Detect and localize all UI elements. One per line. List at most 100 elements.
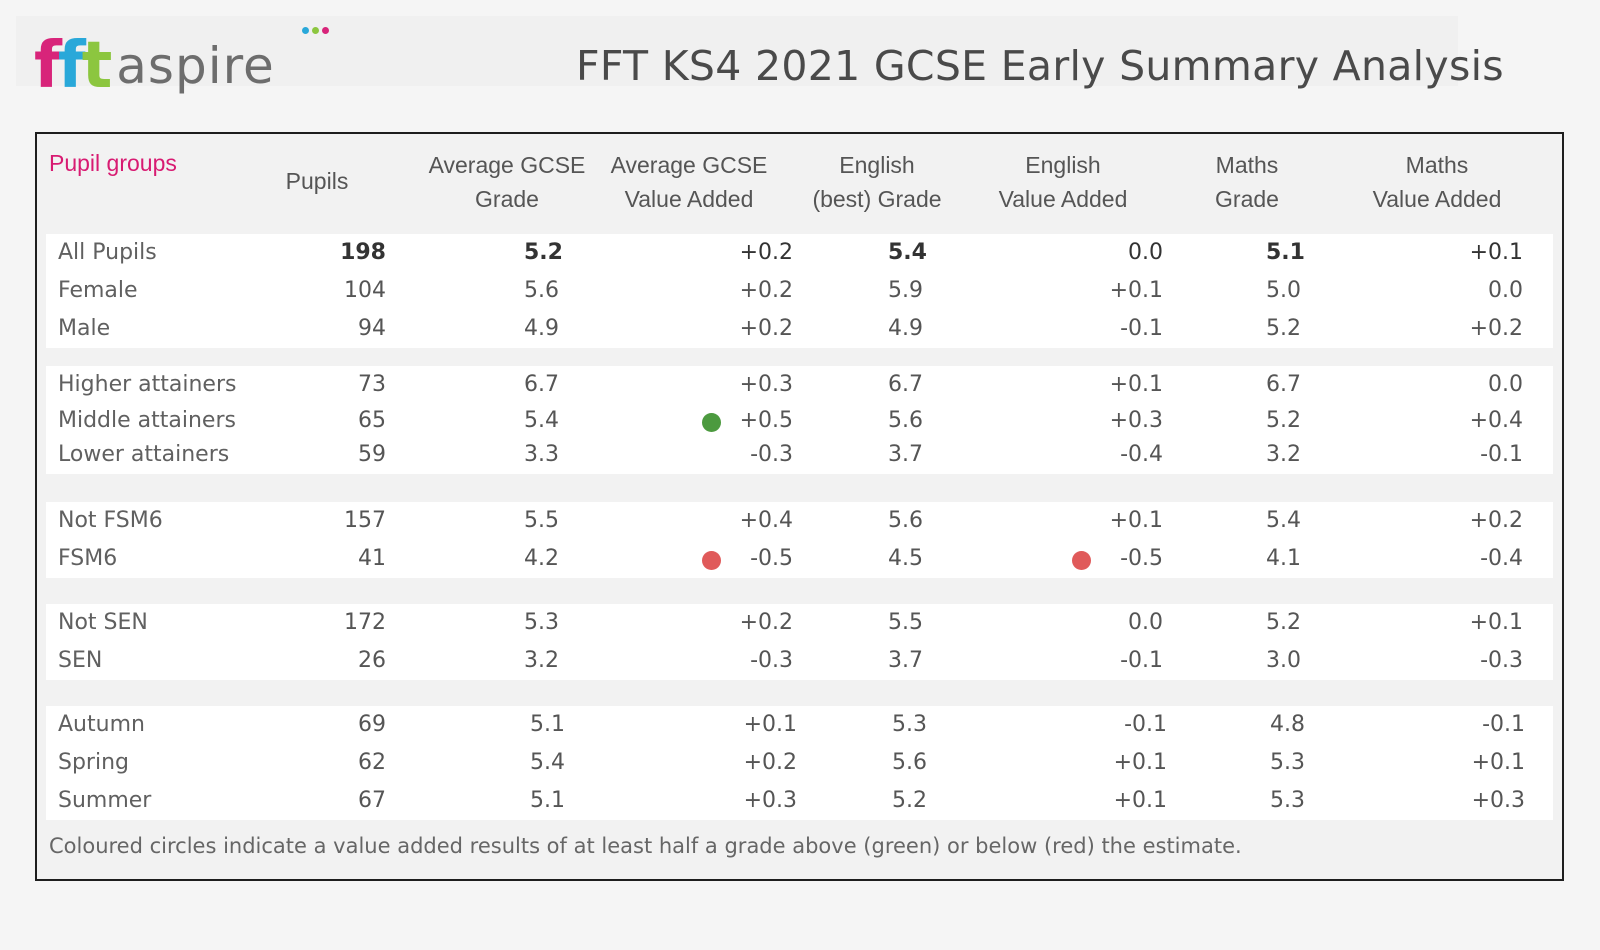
- row-pupils: 67: [358, 788, 386, 813]
- row-eng-va: -0.5: [1120, 546, 1163, 571]
- table-row: Higher attainers 73 6.7 +0.3 6.7 +0.1 6.…: [46, 368, 1553, 404]
- row-avg-va: -0.5: [750, 546, 793, 571]
- row-name: Not SEN: [58, 610, 148, 635]
- row-maths-grade: 3.0: [1266, 648, 1301, 673]
- header-eng-va-line2: Value Added: [998, 186, 1128, 212]
- row-maths-grade: 5.2: [1266, 316, 1301, 341]
- row-avg-va: +0.2: [739, 316, 793, 341]
- row-maths-va: -0.3: [1480, 648, 1523, 673]
- row-maths-grade: 3.2: [1266, 442, 1301, 467]
- row-avg-grade: 6.7: [524, 372, 559, 397]
- header-avg-grade-line1: Average GCSE: [428, 152, 586, 178]
- row-maths-grade: 6.7: [1266, 372, 1301, 397]
- row-avg-grade: 5.6: [524, 278, 559, 303]
- footnote: Coloured circles indicate a value added …: [49, 834, 1242, 858]
- table-header: Pupil groups Pupils Average GCSE Grade A…: [37, 134, 1562, 234]
- below-estimate-indicator-icon: [1072, 551, 1091, 570]
- row-name: Not FSM6: [58, 508, 163, 533]
- table-row: Autumn 69 5.1 +0.1 5.3 -0.1 4.8 -0.1: [46, 708, 1553, 744]
- group-all-gender: All Pupils 198 5.2 +0.2 5.4 0.0 5.1 +0.1…: [46, 234, 1553, 348]
- row-name: Female: [58, 278, 138, 303]
- row-eng-va: +0.1: [1109, 278, 1163, 303]
- header-maths-va: Maths Value Added: [1347, 148, 1527, 216]
- row-eng-va: 0.0: [1128, 610, 1163, 635]
- row-pupils: 73: [358, 372, 386, 397]
- table-row: All Pupils 198 5.2 +0.2 5.4 0.0 5.1 +0.1: [46, 236, 1553, 272]
- header-maths-va-line2: Value Added: [1372, 186, 1502, 212]
- row-eng-grade: 5.3: [892, 712, 927, 737]
- row-eng-va: -0.1: [1124, 712, 1167, 737]
- row-eng-va: 0.0: [1128, 240, 1163, 265]
- row-maths-va: 0.0: [1488, 278, 1523, 303]
- group-prior-attainment: Higher attainers 73 6.7 +0.3 6.7 +0.1 6.…: [46, 366, 1553, 474]
- table-row: Not FSM6 157 5.5 +0.4 5.6 +0.1 5.4 +0.2: [46, 504, 1553, 540]
- header-pupil-groups: Pupil groups: [49, 150, 177, 176]
- row-name: All Pupils: [58, 240, 157, 265]
- header-pupils: Pupils: [285, 168, 349, 194]
- row-name: Summer: [58, 788, 152, 813]
- logo-dots-icon: [302, 27, 330, 34]
- row-maths-grade: 5.3: [1270, 750, 1305, 775]
- header-avg-va-line2: Value Added: [624, 186, 754, 212]
- row-avg-va: -0.3: [750, 648, 793, 673]
- row-pupils: 65: [358, 408, 386, 433]
- row-name: Male: [58, 316, 111, 341]
- row-maths-grade: 5.1: [1266, 240, 1305, 265]
- row-avg-va: +0.2: [739, 278, 793, 303]
- header-avg-va-line1: Average GCSE: [610, 152, 768, 178]
- row-maths-grade: 5.3: [1270, 788, 1305, 813]
- table-row: Lower attainers 59 3.3 -0.3 3.7 -0.4 3.2…: [46, 438, 1553, 474]
- row-eng-grade: 3.7: [888, 648, 923, 673]
- row-avg-va: +0.3: [739, 372, 793, 397]
- row-eng-va: +0.1: [1113, 788, 1167, 813]
- row-eng-grade: 5.5: [888, 610, 923, 635]
- header-maths-grade: Maths Grade: [1167, 148, 1327, 216]
- row-avg-grade: 5.2: [524, 240, 563, 265]
- header-eng-va-line1: English: [1025, 152, 1101, 178]
- above-estimate-indicator-icon: [702, 413, 721, 432]
- row-eng-va: +0.1: [1109, 508, 1163, 533]
- row-avg-grade: 5.4: [530, 750, 565, 775]
- row-pupils: 94: [358, 316, 386, 341]
- row-maths-grade: 5.2: [1266, 408, 1301, 433]
- row-name: Lower attainers: [58, 442, 230, 467]
- row-maths-va: 0.0: [1488, 372, 1523, 397]
- row-pupils: 198: [340, 240, 386, 265]
- row-eng-grade: 5.9: [888, 278, 923, 303]
- row-eng-grade: 5.2: [892, 788, 927, 813]
- row-avg-va: +0.2: [743, 750, 797, 775]
- row-avg-va: +0.5: [739, 408, 793, 433]
- row-maths-va: +0.2: [1469, 316, 1523, 341]
- table-row: FSM6 41 4.2 -0.5 4.5 -0.5 4.1 -0.4: [46, 542, 1553, 578]
- header-eng-grade: English (best) Grade: [787, 148, 967, 216]
- header-maths-va-line1: Maths: [1405, 152, 1469, 178]
- logo-fft-mark: fft: [34, 29, 112, 103]
- row-eng-va: -0.1: [1120, 316, 1163, 341]
- row-pupils: 62: [358, 750, 386, 775]
- table-row: Female 104 5.6 +0.2 5.9 +0.1 5.0 0.0: [46, 274, 1553, 310]
- row-avg-grade: 5.4: [524, 408, 559, 433]
- row-avg-va: +0.2: [739, 240, 793, 265]
- row-eng-grade: 5.4: [888, 240, 927, 265]
- row-avg-grade: 3.2: [524, 648, 559, 673]
- row-eng-grade: 6.7: [888, 372, 923, 397]
- header-band: [16, 16, 1458, 86]
- row-maths-grade: 5.0: [1266, 278, 1301, 303]
- row-eng-va: +0.3: [1109, 408, 1163, 433]
- row-maths-grade: 4.1: [1266, 546, 1301, 571]
- row-avg-grade: 4.9: [524, 316, 559, 341]
- group-birth-season: Autumn 69 5.1 +0.1 5.3 -0.1 4.8 -0.1 Spr…: [46, 706, 1553, 820]
- row-pupils: 69: [358, 712, 386, 737]
- table-row: Middle attainers 65 5.4 +0.5 5.6 +0.3 5.…: [46, 404, 1553, 440]
- group-fsm6: Not FSM6 157 5.5 +0.4 5.6 +0.1 5.4 +0.2 …: [46, 502, 1553, 578]
- row-avg-va: +0.4: [739, 508, 793, 533]
- table-row: Not SEN 172 5.3 +0.2 5.5 0.0 5.2 +0.1: [46, 606, 1553, 642]
- table-row: Summer 67 5.1 +0.3 5.2 +0.1 5.3 +0.3: [46, 784, 1553, 820]
- row-avg-grade: 4.2: [524, 546, 559, 571]
- row-eng-va: +0.1: [1113, 750, 1167, 775]
- row-avg-grade: 5.1: [530, 712, 565, 737]
- row-name: Spring: [58, 750, 129, 775]
- header-avg-va: Average GCSE Value Added: [599, 148, 779, 216]
- group-sen: Not SEN 172 5.3 +0.2 5.5 0.0 5.2 +0.1 SE…: [46, 604, 1553, 680]
- row-eng-va: -0.4: [1120, 442, 1163, 467]
